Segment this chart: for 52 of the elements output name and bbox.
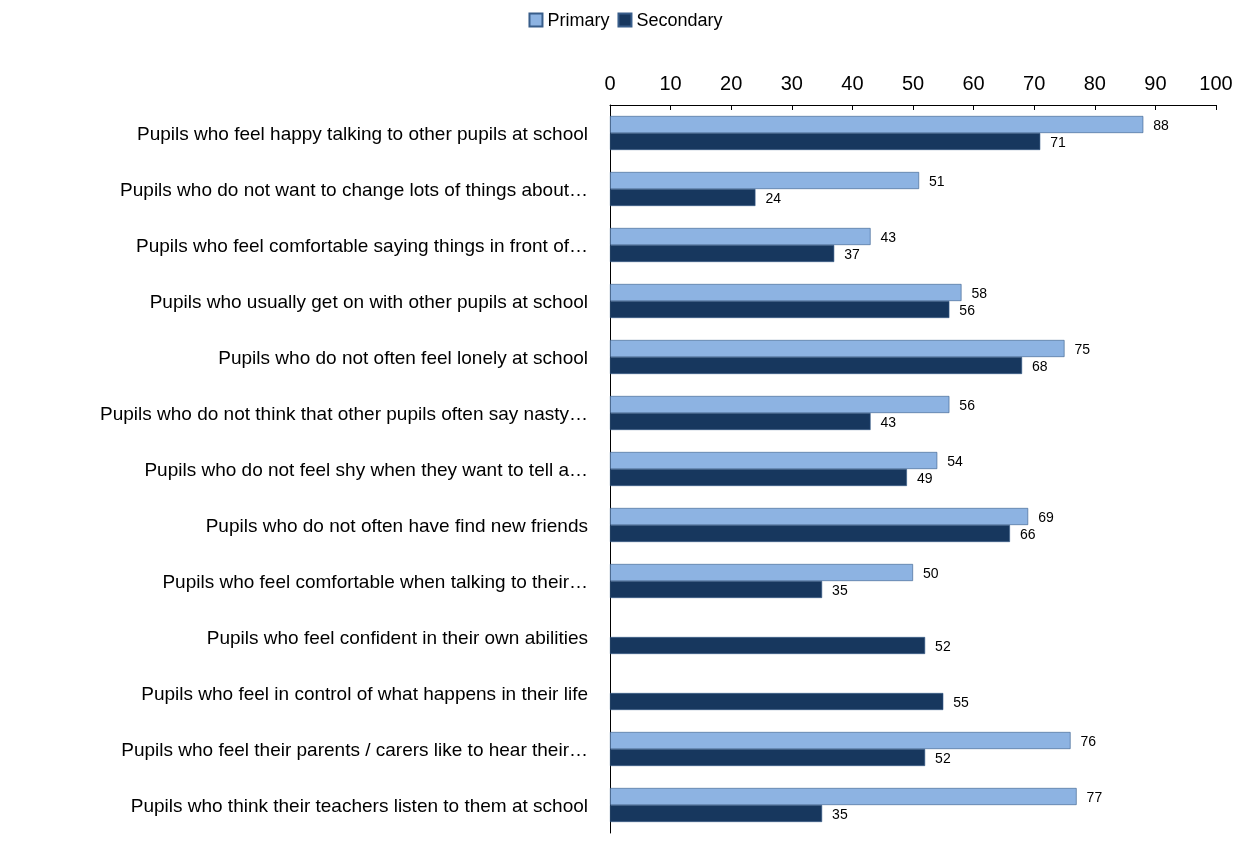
legend-label: Secondary bbox=[636, 10, 723, 30]
data-label: 55 bbox=[953, 693, 970, 710]
y-tick-label: Pupils who do not often have find new friends bbox=[205, 514, 588, 536]
data-label: 37 bbox=[844, 245, 861, 262]
y-tick-label: Pupils who think their teachers listen to them at school bbox=[130, 794, 588, 816]
x-tick-label: 50 bbox=[901, 72, 925, 94]
y-tick-label: Pupils who do not feel shy when they want to tell a… bbox=[144, 458, 588, 480]
data-label: 76 bbox=[1080, 732, 1097, 749]
data-label: 43 bbox=[880, 228, 897, 245]
x-tick-label: 90 bbox=[1144, 72, 1167, 94]
y-tick-label: Pupils who feel their parents / carers like to hear their… bbox=[121, 738, 588, 760]
data-label: 54 bbox=[947, 452, 964, 469]
data-label: 69 bbox=[1038, 508, 1054, 525]
y-tick-label: Pupils who feel happy talking to other pupils at school bbox=[137, 122, 588, 144]
x-tick-label: 30 bbox=[780, 72, 803, 94]
data-label: 75 bbox=[1074, 340, 1091, 357]
data-label: 52 bbox=[935, 637, 951, 654]
y-tick-label: Pupils who feel in control of what happens in their life bbox=[141, 682, 588, 704]
x-tick-label: 70 bbox=[1023, 72, 1046, 94]
data-label: 35 bbox=[832, 805, 848, 822]
data-label: 51 bbox=[929, 172, 945, 189]
data-label: 35 bbox=[832, 581, 848, 598]
data-label: 71 bbox=[1050, 133, 1067, 150]
data-label: 56 bbox=[959, 301, 976, 318]
x-tick-label: 10 bbox=[659, 72, 682, 94]
x-tick-label: 60 bbox=[962, 72, 985, 94]
data-label: 50 bbox=[923, 564, 939, 581]
x-tick-label: 20 bbox=[720, 72, 743, 94]
data-label: 88 bbox=[1153, 116, 1170, 133]
data-label: 43 bbox=[880, 413, 897, 430]
data-label: 66 bbox=[1019, 525, 1036, 542]
y-tick-label: Pupils who do not want to change lots of things about… bbox=[120, 178, 588, 200]
data-label: 56 bbox=[959, 396, 976, 413]
data-label: 58 bbox=[971, 284, 988, 301]
bar bbox=[610, 637, 926, 654]
legend-label: Primary bbox=[547, 10, 610, 30]
y-tick-label: Pupils who feel comfortable when talking to their… bbox=[162, 570, 588, 592]
data-label: 52 bbox=[935, 749, 951, 766]
x-tick-label: 40 bbox=[841, 72, 864, 94]
x-tick-label: 100 bbox=[1199, 72, 1233, 94]
data-label: 49 bbox=[916, 469, 933, 486]
y-tick-label: Pupils who do not often feel lonely at school bbox=[218, 346, 588, 368]
data-label: 68 bbox=[1032, 357, 1048, 374]
y-tick-label: Pupils who feel comfortable saying things in front of… bbox=[135, 234, 588, 256]
y-tick-label: Pupils who feel confident in their own abilities bbox=[206, 626, 588, 648]
bar bbox=[610, 693, 944, 710]
data-label: 24 bbox=[765, 189, 782, 206]
x-tick-label: 80 bbox=[1083, 72, 1106, 94]
x-tick-label: 0 bbox=[604, 72, 616, 94]
y-tick-label: Pupils who usually get on with other pupils at school bbox=[149, 290, 588, 312]
data-label: 77 bbox=[1086, 788, 1103, 805]
y-tick-label: Pupils who do not think that other pupils often say nasty… bbox=[100, 402, 588, 424]
